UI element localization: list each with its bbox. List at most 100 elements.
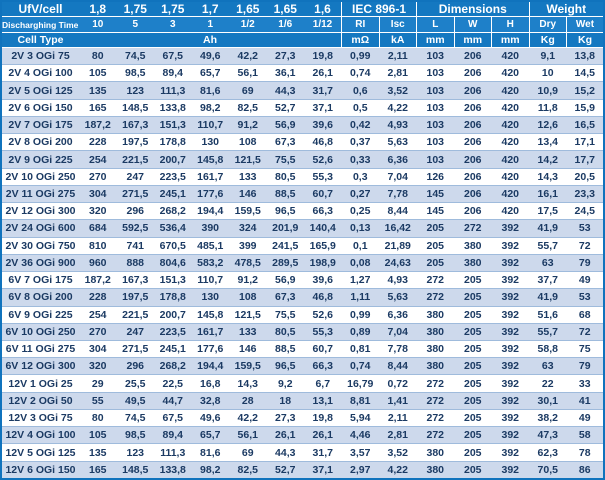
- value-cell: 56,1: [229, 426, 267, 445]
- value-cell: 15,2: [566, 81, 604, 100]
- value-cell: 0,1: [341, 237, 379, 255]
- value-cell: 200,7: [154, 306, 192, 324]
- value-cell: 44,7: [154, 392, 192, 410]
- value-cell: 165: [79, 461, 117, 480]
- cell-type: 2V 11 OGi 275: [1, 185, 79, 204]
- value-cell: 296: [116, 357, 154, 376]
- col-header-h: H: [491, 16, 529, 33]
- value-cell: 130: [191, 133, 229, 152]
- value-cell: 245,1: [154, 340, 192, 359]
- value-cell: 12,6: [529, 116, 567, 135]
- value-cell: 380: [416, 357, 454, 376]
- value-cell: 17,7: [566, 150, 604, 169]
- ah-span-header: Ah: [79, 32, 342, 48]
- value-cell: 392: [491, 323, 529, 341]
- value-cell: 272: [416, 426, 454, 445]
- value-cell: 37,1: [304, 99, 342, 117]
- value-cell: 33: [566, 374, 604, 393]
- value-cell: 272: [416, 271, 454, 290]
- value-cell: 0,27: [341, 185, 379, 204]
- ufv-cell-label: UfV/cell: [1, 1, 79, 17]
- value-cell: 13,4: [529, 133, 567, 152]
- value-cell: 46,8: [304, 133, 342, 152]
- header-row-units: Cell Type Ah mΩ kA mm mm mm Kg Kg: [1, 32, 604, 48]
- value-cell: 7,78: [379, 185, 417, 204]
- value-cell: 2,81: [379, 426, 417, 445]
- value-cell: 88,5: [266, 340, 304, 359]
- value-cell: 392: [491, 443, 529, 462]
- ufv-value-header: 1,75: [116, 1, 154, 17]
- value-cell: 0,37: [341, 133, 379, 152]
- value-cell: 0,74: [341, 64, 379, 83]
- value-cell: 0,81: [341, 340, 379, 359]
- value-cell: 62,3: [529, 443, 567, 462]
- value-cell: 478,5: [229, 254, 267, 273]
- value-cell: 254: [79, 306, 117, 324]
- time-value-header: 1/12: [304, 16, 342, 33]
- value-cell: 91,2: [229, 271, 267, 290]
- cell-type: 12V 1 OGi 25: [1, 374, 79, 393]
- value-cell: 26,1: [304, 426, 342, 445]
- value-cell: 17,5: [529, 202, 567, 221]
- cell-type: 12V 3 OGi 75: [1, 409, 79, 428]
- value-cell: 4,93: [379, 271, 417, 290]
- value-cell: 78: [566, 443, 604, 462]
- value-cell: 103: [416, 47, 454, 66]
- cell-type: 2V 9 OGi 225: [1, 150, 79, 169]
- value-cell: 206: [454, 47, 492, 66]
- value-cell: 392: [491, 288, 529, 307]
- value-cell: 41,9: [529, 219, 567, 238]
- value-cell: 392: [491, 426, 529, 445]
- value-cell: 272: [416, 288, 454, 307]
- value-cell: 1,11: [341, 288, 379, 307]
- value-cell: 80: [79, 47, 117, 66]
- table-row: 6V 12 OGi 300 320 296 268,2 194,4 159,5 96,5 66…: [1, 357, 604, 376]
- value-cell: 22,5: [154, 374, 192, 393]
- cell-type: 12V 4 OGi 100: [1, 426, 79, 445]
- value-cell: 296: [116, 202, 154, 221]
- value-cell: 27,3: [266, 47, 304, 66]
- value-cell: 3,57: [341, 443, 379, 462]
- value-cell: 420: [491, 64, 529, 83]
- value-cell: 205: [454, 271, 492, 290]
- cell-type: 6V 10 OGi 250: [1, 323, 79, 341]
- value-cell: 42,2: [229, 409, 267, 428]
- table-row: 2V 8 OGi 200 228 197,5 178,8 130 108 67,3 46,8 0…: [1, 133, 604, 152]
- value-cell: 103: [416, 116, 454, 135]
- time-value-header: 1: [191, 16, 229, 33]
- value-cell: 0,74: [341, 357, 379, 376]
- value-cell: 380: [416, 306, 454, 324]
- value-cell: 741: [116, 237, 154, 255]
- value-cell: 49: [566, 271, 604, 290]
- cell-type: 6V 7 OGi 175: [1, 271, 79, 290]
- table-row: 6V 11 OGi 275 304 271,5 245,1 177,6 146 88,5 60…: [1, 340, 604, 359]
- value-cell: 103: [416, 150, 454, 169]
- unit-header-ka: kA: [378, 32, 417, 48]
- value-cell: 380: [454, 254, 492, 273]
- value-cell: 52,7: [266, 461, 304, 480]
- value-cell: 270: [79, 323, 117, 341]
- time-value-header: 5: [116, 16, 154, 33]
- value-cell: 392: [491, 409, 529, 428]
- value-cell: 21,89: [379, 237, 417, 255]
- value-cell: 96,5: [266, 357, 304, 376]
- value-cell: 111,3: [154, 81, 192, 100]
- cell-type: 6V 11 OGi 275: [1, 340, 79, 359]
- value-cell: 15,9: [566, 99, 604, 117]
- value-cell: 49,5: [116, 392, 154, 410]
- value-cell: 187,2: [79, 271, 117, 290]
- cell-type: 2V 30 OGi 750: [1, 237, 79, 255]
- value-cell: 22: [529, 374, 567, 393]
- col-header-w: W: [453, 16, 492, 33]
- value-cell: 65,7: [191, 426, 229, 445]
- value-cell: 670,5: [154, 237, 192, 255]
- value-cell: 380: [416, 323, 454, 341]
- value-cell: 165: [79, 99, 117, 117]
- value-cell: 420: [491, 116, 529, 135]
- value-cell: 148,5: [116, 461, 154, 480]
- value-cell: 272: [454, 219, 492, 238]
- value-cell: 16,1: [529, 185, 567, 204]
- value-cell: 167,3: [116, 116, 154, 135]
- value-cell: 52,6: [304, 150, 342, 169]
- value-cell: 4,22: [379, 461, 417, 480]
